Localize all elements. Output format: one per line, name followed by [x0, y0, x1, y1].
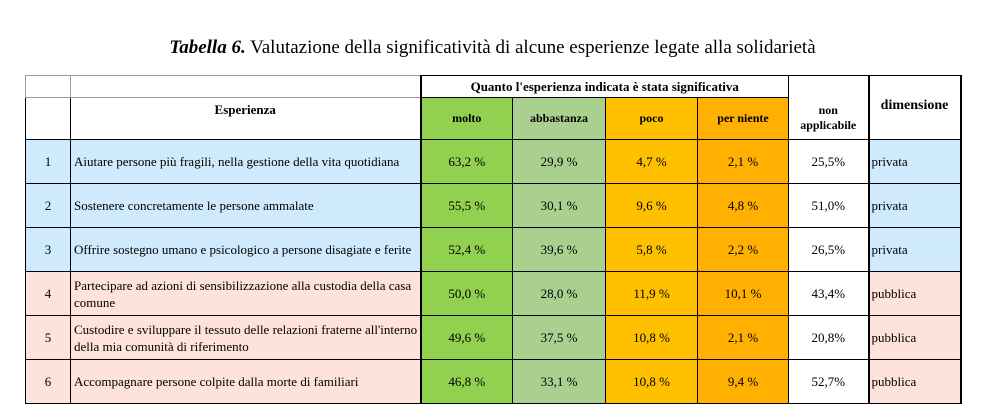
table-row: 6 Accompagnare persone colpite dalla mor… — [25, 359, 962, 404]
row-per-niente: 2,2 % — [697, 227, 789, 272]
row-dimensione: privata — [867, 183, 962, 228]
row-esperienza: Aiutare persone più fragili, nella gesti… — [70, 139, 421, 184]
row-non-applicabile: 52,7% — [788, 359, 869, 404]
row-molto: 52,4 % — [419, 227, 513, 272]
row-number: 6 — [25, 359, 71, 404]
header-blank-cell — [788, 75, 869, 98]
row-abbastanza: 33,1 % — [512, 359, 606, 404]
row-per-niente: 10,1 % — [697, 271, 789, 316]
row-abbastanza: 28,0 % — [512, 271, 606, 316]
row-molto: 63,2 % — [419, 139, 513, 184]
row-per-niente: 9,4 % — [697, 359, 789, 404]
header-blank-cell — [867, 75, 962, 98]
row-number: 2 — [25, 183, 71, 228]
row-dimensione: pubblica — [867, 359, 962, 404]
row-number: 5 — [25, 315, 71, 360]
row-number: 3 — [25, 227, 71, 272]
table-title-text: Valutazione della significatività di alc… — [250, 37, 816, 58]
row-poco: 11,9 % — [605, 271, 698, 316]
table-title: Tabella 6. Valutazione della significati… — [0, 36, 985, 60]
row-per-niente: 4,8 % — [697, 183, 789, 228]
row-molto: 55,5 % — [419, 183, 513, 228]
header-molto: molto — [419, 97, 513, 140]
header-row-bottom: Esperienza molto abbastanza poco per nie… — [25, 97, 962, 140]
table-row: 4 Partecipare ad azioni di sensibilizzaz… — [25, 271, 962, 316]
header-poco: poco — [605, 97, 698, 140]
row-molto: 46,8 % — [419, 359, 513, 404]
row-esperienza: Custodire e sviluppare il tessuto delle … — [70, 315, 421, 360]
group-header: Quanto l'esperienza indicata è stata sig… — [419, 75, 789, 98]
row-dimensione: pubblica — [867, 271, 962, 316]
row-abbastanza: 37,5 % — [512, 315, 606, 360]
row-molto: 50,0 % — [419, 271, 513, 316]
row-number: 4 — [25, 271, 71, 316]
row-non-applicabile: 20,8% — [788, 315, 869, 360]
row-abbastanza: 30,1 % — [512, 183, 606, 228]
row-dimensione: privata — [867, 227, 962, 272]
row-abbastanza: 39,6 % — [512, 227, 606, 272]
table-row: 2 Sostenere concretamente le persone amm… — [25, 183, 962, 228]
row-esperienza: Offrire sostegno umano e psicologico a p… — [70, 227, 421, 272]
row-molto: 49,6 % — [419, 315, 513, 360]
row-per-niente: 2,1 % — [697, 315, 789, 360]
solidarity-table: Quanto l'esperienza indicata è stata sig… — [25, 75, 962, 404]
row-esperienza: Accompagnare persone colpite dalla morte… — [70, 359, 421, 404]
header-row-top: Quanto l'esperienza indicata è stata sig… — [25, 75, 962, 98]
row-abbastanza: 29,9 % — [512, 139, 606, 184]
row-esperienza: Partecipare ad azioni di sensibilizzazio… — [70, 271, 421, 316]
header-dimensione: dimensione — [867, 97, 962, 140]
row-per-niente: 2,1 % — [697, 139, 789, 184]
row-poco: 10,8 % — [605, 359, 698, 404]
row-poco: 9,6 % — [605, 183, 698, 228]
table-row: 5 Custodire e sviluppare il tessuto dell… — [25, 315, 962, 360]
row-poco: 5,8 % — [605, 227, 698, 272]
table-row: 3 Offrire sostegno umano e psicologico a… — [25, 227, 962, 272]
row-non-applicabile: 43,4% — [788, 271, 869, 316]
table-title-lead: Tabella 6. — [169, 37, 246, 58]
row-non-applicabile: 25,5% — [788, 139, 869, 184]
row-poco: 4,7 % — [605, 139, 698, 184]
header-per-niente: per niente — [697, 97, 789, 140]
header-non-applicabile: non applicabile — [788, 97, 869, 140]
row-non-applicabile: 26,5% — [788, 227, 869, 272]
header-blank-cell — [70, 75, 421, 98]
header-non-applicabile-line1: non — [818, 103, 838, 118]
header-abbastanza: abbastanza — [512, 97, 606, 140]
row-non-applicabile: 51,0% — [788, 183, 869, 228]
table-row: 1 Aiutare persone più fragili, nella ges… — [25, 139, 962, 184]
row-esperienza: Sostenere concretamente le persone ammal… — [70, 183, 421, 228]
row-dimensione: privata — [867, 139, 962, 184]
header-blank-cell — [25, 75, 71, 98]
header-number-cell — [25, 97, 71, 140]
row-number: 1 — [25, 139, 71, 184]
row-poco: 10,8 % — [605, 315, 698, 360]
header-non-applicabile-line2: applicabile — [800, 118, 857, 133]
row-dimensione: pubblica — [867, 315, 962, 360]
header-esperienza: Esperienza — [70, 97, 421, 140]
